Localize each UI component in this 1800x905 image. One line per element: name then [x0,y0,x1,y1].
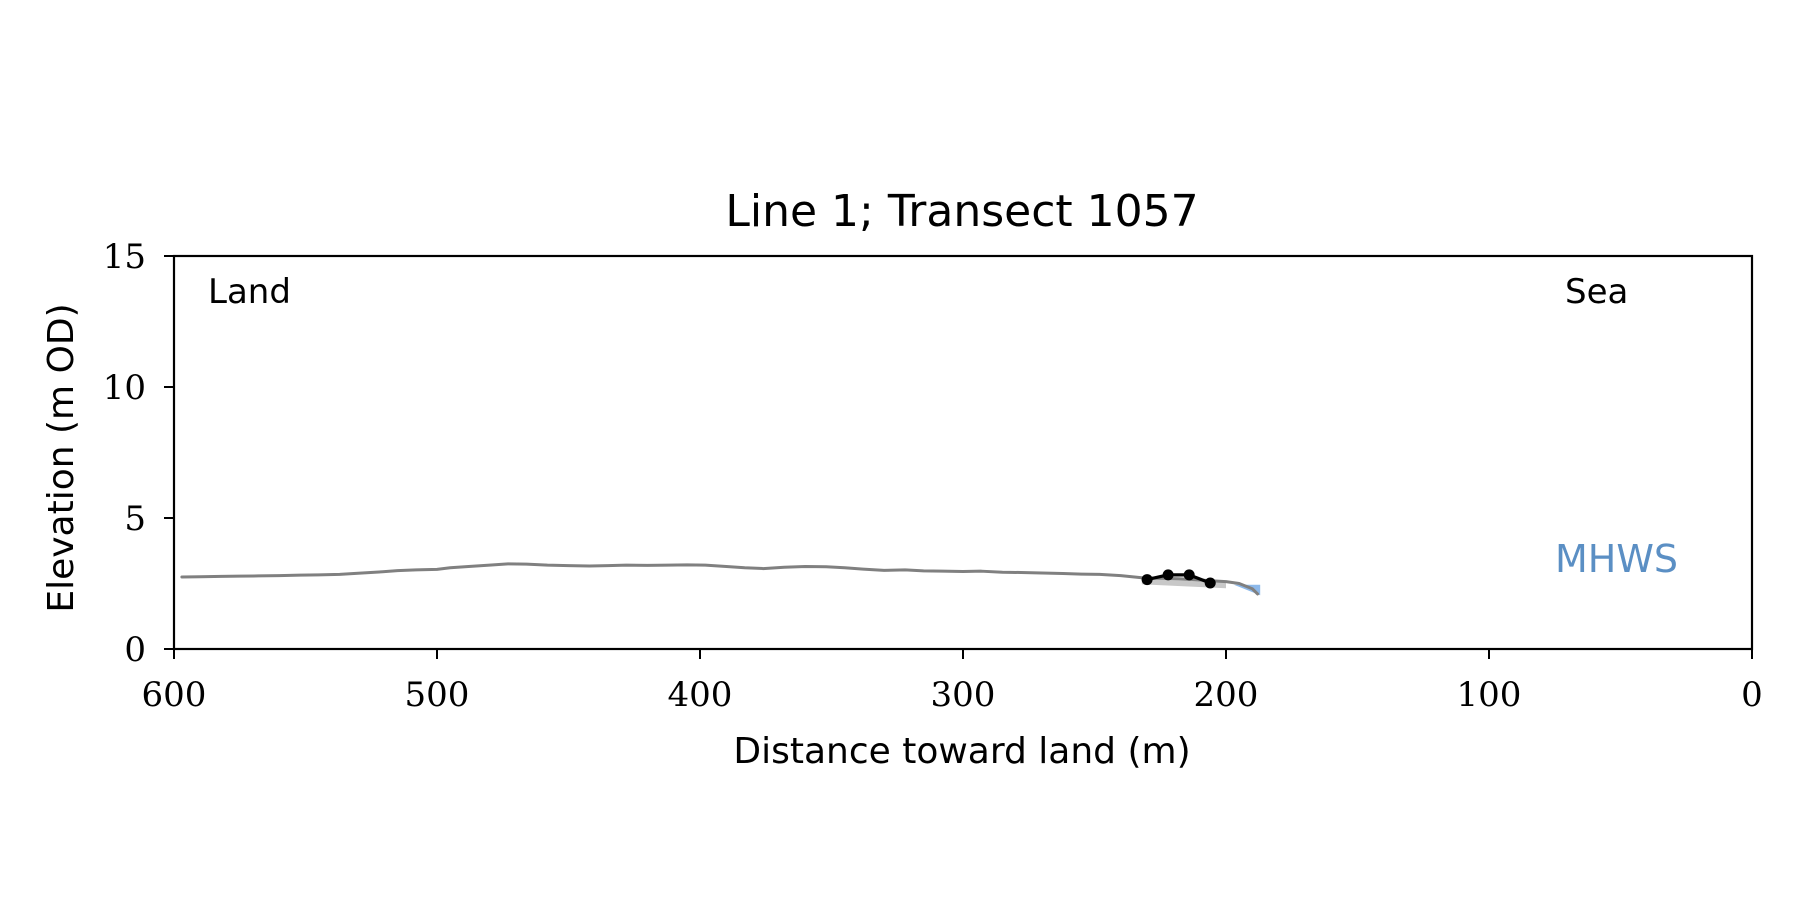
chart-title: Line 1; Transect 1057 [725,186,1198,237]
survey-point-2 [1162,569,1174,581]
y-tick-label-0: 0 [124,630,146,670]
x-tick-label-5: 100 [1457,675,1522,715]
survey-point-4 [1204,577,1216,589]
x-tick-label-6: 0 [1741,675,1763,715]
x-tick-label-4: 200 [1194,675,1259,715]
mhws-water-patch [1233,584,1261,596]
profile-line [180,562,1260,596]
x-tick-label-1: 500 [405,675,470,715]
survey-line [1146,573,1211,585]
x-axis-label: Distance toward land (m) [733,731,1190,772]
plot-layer [180,562,1261,596]
axes-layer: 600 500 400 300 200 100 0 0 5 10 15 [103,237,1763,715]
y-tick-label-2: 10 [103,368,146,408]
x-tick-label-3: 300 [931,675,996,715]
x-tick-label-2: 400 [668,675,733,715]
mhws-label: MHWS [1555,537,1678,581]
plot-frame [172,254,1754,651]
y-tick-label-3: 15 [103,237,146,277]
sea-label: Sea [1565,272,1628,312]
survey-point-1 [1141,574,1153,586]
land-label: Land [208,272,291,312]
survey-point-3 [1183,569,1195,581]
y-axis-label: Elevation (m OD) [41,303,82,612]
y-tick-label-1: 5 [124,499,146,539]
x-tick-label-0: 600 [142,675,207,715]
